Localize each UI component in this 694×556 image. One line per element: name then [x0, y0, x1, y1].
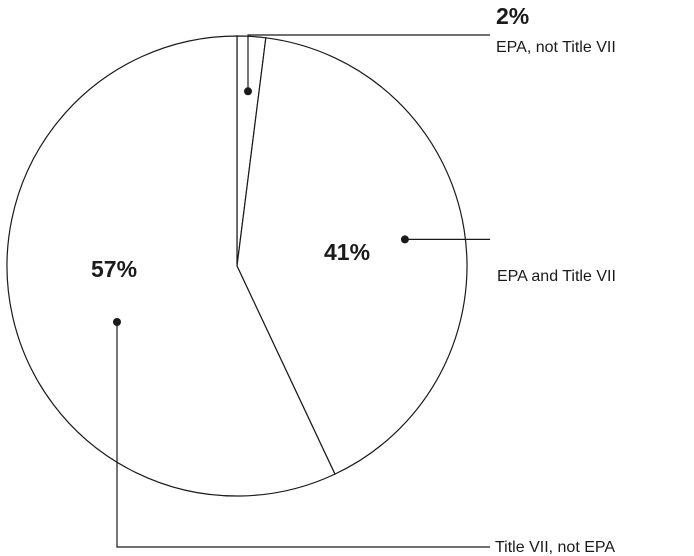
leader-line-title-vii-not-epa [116, 322, 490, 548]
slice-title-vii-not-epa [6, 35, 336, 497]
value-label-title-vii-not-epa: 57% [91, 256, 137, 282]
marker-dot-title-vii-not-epa [113, 318, 121, 326]
slice-label-epa-and-title-vii: EPA and Title VII [497, 268, 616, 285]
slice-label-title-vii-not-epa: Title VII, not EPA [495, 539, 615, 556]
value-label-epa-not-title-vii: 2% [496, 3, 529, 29]
slice-label-epa-not-title-vii: EPA, not Title VII [496, 39, 616, 56]
marker-dot-epa-not-title-vii [244, 87, 252, 96]
value-label-epa-and-title-vii: 41% [324, 239, 370, 265]
leader-line-epa-not-title-vii [247, 34, 490, 92]
marker-dot-epa-and-title-vii [400, 235, 409, 244]
slice-epa-and-title-vii [236, 37, 468, 475]
